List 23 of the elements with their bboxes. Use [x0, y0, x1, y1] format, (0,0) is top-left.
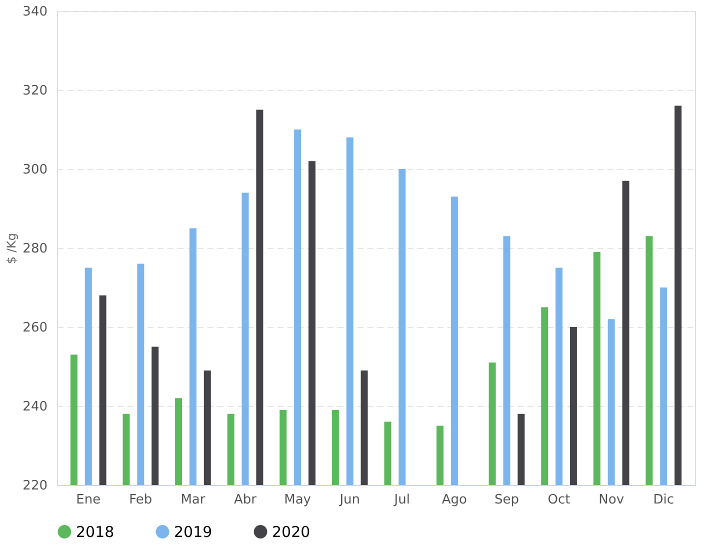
legend-label: 2019	[174, 522, 212, 541]
x-tick-label: May	[284, 492, 312, 508]
x-tick-label: Abr	[234, 492, 258, 508]
y-tick-label: 300	[22, 162, 48, 178]
x-tick-label: Mar	[180, 492, 206, 508]
x-tick-label: Dic	[653, 492, 674, 508]
x-tick-label: Nov	[598, 492, 624, 508]
x-tick-label: Jul	[393, 492, 410, 508]
y-tick-label: 240	[22, 400, 48, 414]
x-tick-label: Oct	[548, 492, 570, 508]
y-axis-title: $ /Kg	[4, 233, 19, 264]
y-tick-label: 280	[22, 242, 48, 256]
x-tick-label: Feb	[129, 492, 152, 508]
y-tick-label: 260	[22, 320, 48, 336]
x-tick-label: Jun	[338, 492, 360, 508]
y-tick-label: 340	[22, 4, 48, 20]
x-tick-label: Ene	[76, 492, 101, 508]
x-tick-label: Ago	[442, 492, 468, 508]
legend-label: 2018	[76, 522, 114, 541]
legend-label: 2020	[272, 522, 310, 541]
x-tick-label: Sep	[494, 492, 519, 508]
y-tick-label: 320	[22, 84, 48, 98]
y-tick-label: 220	[22, 478, 48, 494]
